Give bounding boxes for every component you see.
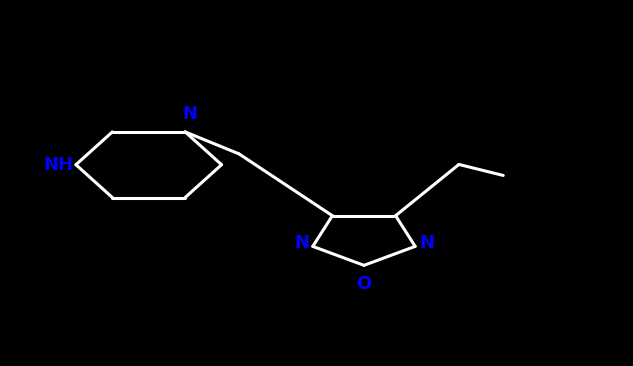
Text: O: O [356, 274, 372, 293]
Text: N: N [183, 105, 197, 123]
Text: N: N [419, 234, 434, 252]
Text: NH: NH [43, 156, 73, 174]
Text: N: N [294, 234, 309, 252]
